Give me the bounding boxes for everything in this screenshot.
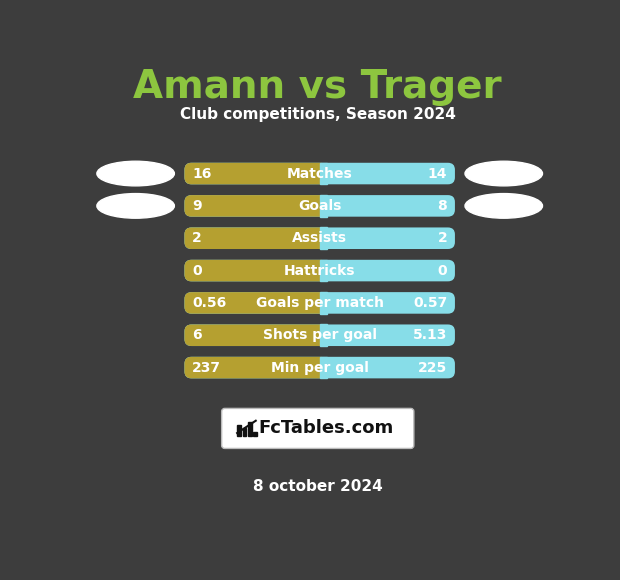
FancyBboxPatch shape — [185, 227, 327, 249]
Text: Goals: Goals — [298, 199, 342, 213]
Text: Amann vs Trager: Amann vs Trager — [133, 68, 502, 106]
Text: Hattricks: Hattricks — [284, 263, 355, 278]
FancyBboxPatch shape — [185, 357, 327, 378]
Text: 5.13: 5.13 — [413, 328, 447, 342]
Text: 2: 2 — [438, 231, 447, 245]
Text: 16: 16 — [192, 166, 211, 180]
Bar — [320, 227, 327, 249]
Text: 9: 9 — [192, 199, 202, 213]
Bar — [320, 324, 327, 346]
Bar — [254, 432, 257, 436]
FancyBboxPatch shape — [185, 163, 455, 184]
FancyBboxPatch shape — [185, 260, 455, 281]
Bar — [242, 429, 247, 436]
FancyBboxPatch shape — [185, 195, 455, 217]
Text: 225: 225 — [418, 361, 447, 375]
FancyBboxPatch shape — [185, 163, 327, 184]
Text: 0: 0 — [438, 263, 447, 278]
Text: FcTables.com: FcTables.com — [258, 419, 393, 437]
Text: Matches: Matches — [287, 166, 353, 180]
Bar — [320, 163, 327, 184]
FancyBboxPatch shape — [185, 292, 327, 314]
FancyBboxPatch shape — [185, 260, 327, 281]
Ellipse shape — [465, 194, 542, 218]
FancyBboxPatch shape — [185, 324, 327, 346]
Ellipse shape — [97, 161, 174, 186]
Bar — [320, 292, 327, 314]
Text: Assists: Assists — [292, 231, 347, 245]
Text: Min per goal: Min per goal — [271, 361, 369, 375]
Bar — [248, 422, 252, 436]
Bar — [237, 425, 241, 436]
Ellipse shape — [465, 161, 542, 186]
FancyBboxPatch shape — [185, 324, 455, 346]
FancyBboxPatch shape — [222, 408, 414, 448]
Text: 14: 14 — [428, 166, 447, 180]
FancyBboxPatch shape — [185, 227, 455, 249]
Text: Shots per goal: Shots per goal — [263, 328, 377, 342]
Bar — [320, 195, 327, 217]
Bar — [320, 260, 327, 281]
Bar — [320, 357, 327, 378]
Text: 0.57: 0.57 — [413, 296, 447, 310]
Text: 8 october 2024: 8 october 2024 — [253, 480, 383, 494]
Text: Club competitions, Season 2024: Club competitions, Season 2024 — [180, 107, 456, 122]
Text: Goals per match: Goals per match — [255, 296, 384, 310]
Ellipse shape — [97, 194, 174, 218]
Text: 0.56: 0.56 — [192, 296, 226, 310]
Text: 237: 237 — [192, 361, 221, 375]
Text: 0: 0 — [192, 263, 202, 278]
FancyBboxPatch shape — [185, 195, 327, 217]
Text: 6: 6 — [192, 328, 202, 342]
Text: 2: 2 — [192, 231, 202, 245]
FancyBboxPatch shape — [185, 357, 455, 378]
FancyBboxPatch shape — [185, 292, 455, 314]
Text: 8: 8 — [438, 199, 447, 213]
